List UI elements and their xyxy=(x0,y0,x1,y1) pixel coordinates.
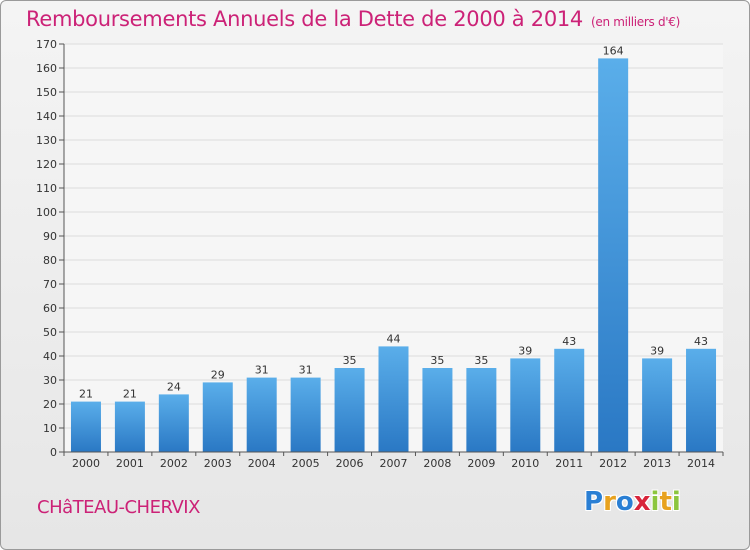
y-tick-label: 130 xyxy=(36,134,57,147)
y-tick-label: 120 xyxy=(36,158,57,171)
value-label: 44 xyxy=(387,332,401,345)
value-label: 39 xyxy=(518,344,532,357)
y-tick-label: 50 xyxy=(43,326,57,339)
bar xyxy=(378,346,409,452)
value-labels-group: 21 21 24 29 31 31 35 44 35 35 39 43 164 39 43 xyxy=(79,44,708,400)
y-tick-label: 40 xyxy=(43,350,57,363)
x-tick-label: 2002 xyxy=(160,457,188,470)
x-tick-label: 2007 xyxy=(380,457,408,470)
logo-letter: r xyxy=(603,487,616,517)
commune-name: CHâTEAU-CHERVIX xyxy=(37,497,200,518)
value-label: 43 xyxy=(562,335,576,348)
y-tick-label: 30 xyxy=(43,374,57,387)
x-tick-label: 2004 xyxy=(248,457,276,470)
chart-title: Remboursements Annuels de la Dette de 20… xyxy=(26,7,680,31)
value-label: 31 xyxy=(299,364,313,377)
logo-letter: x xyxy=(633,487,651,517)
y-tick-label: 80 xyxy=(43,254,57,267)
bar xyxy=(70,401,101,452)
value-label: 43 xyxy=(694,335,708,348)
value-label: 35 xyxy=(474,354,488,367)
y-tick-label: 10 xyxy=(43,422,57,435)
y-tick-label: 170 xyxy=(36,38,57,51)
x-tick-label: 2011 xyxy=(555,457,583,470)
bars-group xyxy=(70,58,717,453)
bar xyxy=(422,368,453,452)
y-tick-label: 110 xyxy=(36,182,57,195)
bar xyxy=(686,348,717,452)
x-tick-label: 2009 xyxy=(467,457,495,470)
y-tick-label: 70 xyxy=(43,278,57,291)
bar xyxy=(554,348,585,452)
chart-title-text: Remboursements Annuels de la Dette de 20… xyxy=(26,7,583,31)
y-axis: 0 10 20 30 40 50 60 70 80 90 100 110 120 130 140 150 160… xyxy=(36,38,65,459)
logo-letter: t xyxy=(659,487,672,517)
bar xyxy=(114,401,145,452)
value-label: 164 xyxy=(603,44,624,57)
x-tick-label: 2006 xyxy=(336,457,364,470)
x-tick-label: 2014 xyxy=(687,457,715,470)
value-label: 29 xyxy=(211,368,225,381)
x-tick-label: 2000 xyxy=(72,457,100,470)
chart-subtitle: (en milliers d'€) xyxy=(591,15,681,29)
y-tick-label: 0 xyxy=(50,446,57,459)
bar xyxy=(290,377,321,452)
bar xyxy=(334,368,365,452)
value-label: 35 xyxy=(343,354,357,367)
value-label: 35 xyxy=(430,354,444,367)
y-tick-label: 90 xyxy=(43,230,57,243)
y-tick-label: 100 xyxy=(36,206,57,219)
x-tick-label: 2013 xyxy=(643,457,671,470)
y-tick-label: 140 xyxy=(36,110,57,123)
bar xyxy=(202,382,233,452)
value-label: 39 xyxy=(650,344,664,357)
logo-letter: i xyxy=(671,487,681,517)
bar xyxy=(246,377,277,452)
x-tick-label: 2005 xyxy=(292,457,320,470)
y-tick-label: 20 xyxy=(43,398,57,411)
value-label: 21 xyxy=(79,388,93,401)
x-tick-label: 2010 xyxy=(511,457,539,470)
bar xyxy=(642,358,673,452)
x-tick-label: 2012 xyxy=(599,457,627,470)
bar xyxy=(158,394,189,452)
y-tick-label: 60 xyxy=(43,302,57,315)
y-tick-label: 160 xyxy=(36,62,57,75)
x-tick-label: 2008 xyxy=(423,457,451,470)
proxiti-logo[interactable]: Proxiti xyxy=(584,487,681,517)
logo-letter: o xyxy=(615,487,634,517)
x-tick-label: 2003 xyxy=(204,457,232,470)
bar xyxy=(598,58,629,453)
y-tick-label: 150 xyxy=(36,86,57,99)
value-label: 31 xyxy=(255,364,269,377)
x-axis: 2000 2001 2002 2003 2004 2005 2006 2007 2008 2009… xyxy=(63,451,724,470)
bar xyxy=(466,368,497,452)
x-tick-label: 2001 xyxy=(116,457,144,470)
value-label: 24 xyxy=(167,380,181,393)
value-label: 21 xyxy=(123,388,137,401)
bar xyxy=(510,358,541,452)
logo-letter: i xyxy=(650,487,660,517)
logo-letter: P xyxy=(584,487,604,517)
